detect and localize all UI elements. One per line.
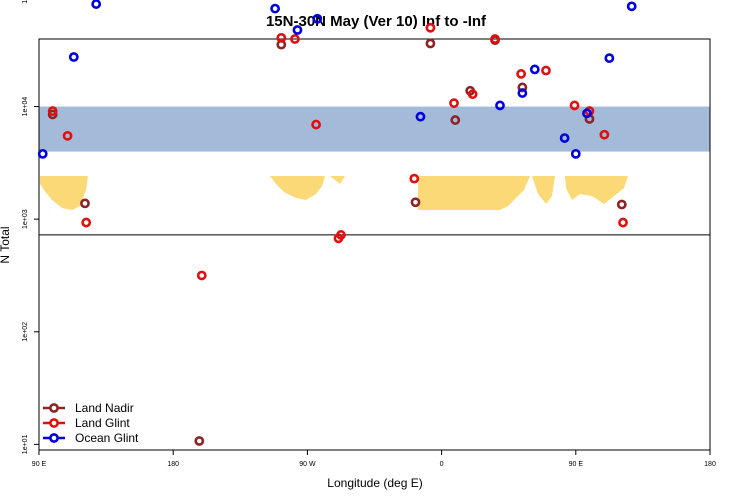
data-point — [626, 1, 637, 12]
data-point — [541, 65, 551, 76]
data-point — [516, 69, 527, 79]
data-point — [425, 22, 436, 33]
map-land-americas — [270, 176, 325, 200]
y-tick-label: 1e+02 — [22, 322, 29, 342]
y-tick-label: 1e+03 — [22, 209, 29, 229]
data-point — [194, 436, 205, 446]
map-land-florida — [330, 176, 345, 184]
x-axis: 90 E 180 90 W 0 90 E 180 — [32, 450, 716, 468]
plot-frame — [38, 38, 711, 451]
data-point — [517, 82, 528, 93]
data-point — [490, 34, 500, 44]
data-point — [517, 88, 528, 98]
map-land-africa-sahara — [418, 176, 530, 210]
data-point — [604, 53, 615, 64]
data-point — [276, 32, 287, 43]
y-tick-label: 1e+04 — [22, 97, 29, 117]
x-tick-label: 180 — [704, 461, 716, 468]
data-point — [196, 270, 207, 281]
data-point — [415, 111, 426, 122]
data-point — [62, 130, 73, 141]
x-tick-label: 90 W — [299, 461, 316, 468]
data-point — [467, 89, 478, 100]
data-point — [559, 133, 570, 143]
x-tick-label: 0 — [440, 461, 444, 468]
data-point — [81, 217, 92, 228]
data-point — [529, 64, 540, 75]
map-land-arabia — [532, 176, 555, 204]
x-axis-label: Longitude (deg E) — [327, 476, 422, 490]
legend-marker — [49, 403, 59, 413]
data-point — [618, 217, 628, 228]
map-land-india-china — [565, 176, 628, 204]
data-point — [409, 173, 420, 184]
data-point — [569, 100, 580, 111]
data-point — [495, 100, 505, 111]
data-point — [570, 148, 581, 159]
data-point — [47, 106, 58, 116]
y-tick-label: 1e+05 — [22, 0, 29, 4]
map-land-africa — [40, 176, 88, 210]
world-map-band — [39, 106, 710, 210]
data-point — [270, 3, 280, 14]
y-tick-label: 1e+01 — [22, 434, 29, 454]
legend-label: Land Glint — [75, 416, 130, 430]
data-point — [410, 197, 421, 208]
data-point — [336, 230, 346, 240]
legend-label: Land Nadir — [75, 401, 134, 415]
data-point — [47, 109, 58, 120]
data-point — [312, 13, 323, 24]
data-point — [425, 38, 436, 49]
series-ocean-glint — [37, 0, 637, 159]
data-point — [37, 148, 48, 159]
data-point — [311, 119, 321, 130]
legend-marker — [49, 418, 59, 428]
data-point — [599, 129, 610, 140]
y-axis-label: N Total — [0, 226, 12, 263]
y-axis: 1e+01 1e+02 1e+03 1e+04 1e+05 — [22, 0, 39, 454]
x-tick-label: 90 E — [569, 461, 584, 468]
data-point — [449, 98, 459, 109]
x-tick-label: 90 E — [32, 461, 47, 468]
data-point — [91, 0, 102, 9]
data-point — [80, 198, 90, 209]
legend-marker — [49, 433, 59, 443]
data-points — [37, 0, 637, 446]
data-point — [450, 115, 461, 125]
legend-label: Ocean Glint — [75, 431, 139, 445]
data-point — [616, 199, 627, 210]
data-point — [292, 25, 303, 35]
data-point — [68, 52, 79, 62]
data-point — [290, 34, 300, 44]
data-point — [582, 108, 592, 119]
x-tick-label: 180 — [167, 461, 179, 468]
series-land-glint — [47, 22, 628, 281]
